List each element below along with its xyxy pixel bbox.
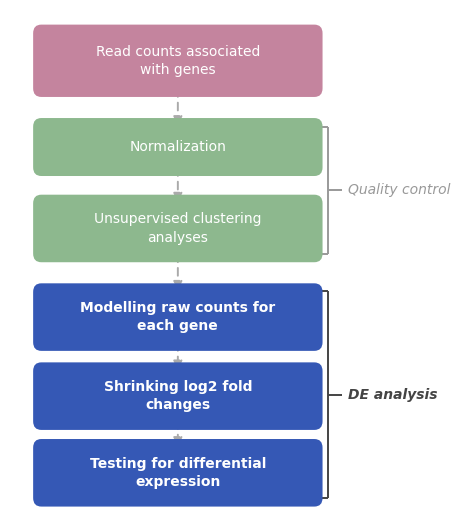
- FancyBboxPatch shape: [33, 195, 322, 262]
- Text: Testing for differential
expression: Testing for differential expression: [90, 456, 266, 489]
- Text: Modelling raw counts for
each gene: Modelling raw counts for each gene: [80, 301, 275, 333]
- Text: Normalization: Normalization: [129, 140, 226, 154]
- FancyBboxPatch shape: [33, 283, 322, 351]
- Text: Unsupervised clustering
analyses: Unsupervised clustering analyses: [94, 212, 262, 245]
- FancyBboxPatch shape: [33, 439, 322, 507]
- Text: DE analysis: DE analysis: [348, 388, 438, 402]
- Text: Read counts associated
with genes: Read counts associated with genes: [96, 45, 260, 77]
- Text: Quality control: Quality control: [348, 183, 451, 197]
- FancyBboxPatch shape: [33, 25, 322, 97]
- FancyBboxPatch shape: [33, 118, 322, 176]
- FancyBboxPatch shape: [33, 363, 322, 430]
- Text: Shrinking log2 fold
changes: Shrinking log2 fold changes: [104, 380, 252, 412]
